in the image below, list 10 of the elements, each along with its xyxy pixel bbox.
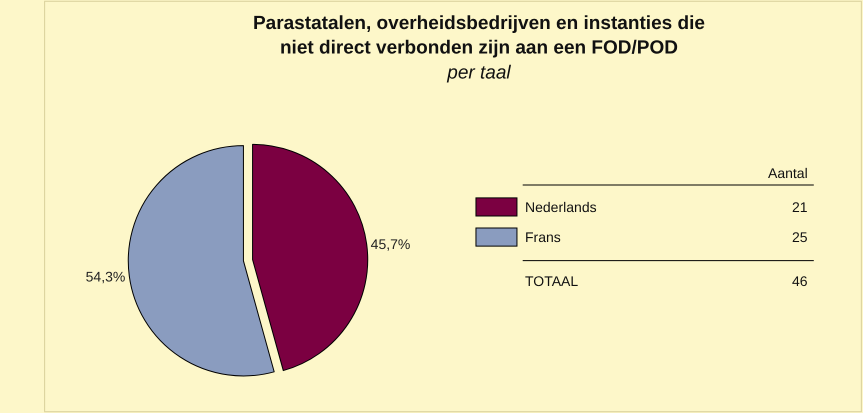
text: Aantal xyxy=(768,165,808,181)
legend-label: Frans xyxy=(525,229,561,245)
legend-label: Nederlands xyxy=(525,199,597,215)
chart-subtitle: per taal xyxy=(446,62,512,84)
data-label: 54,3% xyxy=(86,268,126,284)
data-label: 45,7% xyxy=(370,236,410,252)
text: 25 xyxy=(792,229,808,245)
text: 46 xyxy=(792,273,808,289)
text: 21 xyxy=(792,199,808,215)
text: TOTAAL xyxy=(525,273,578,289)
